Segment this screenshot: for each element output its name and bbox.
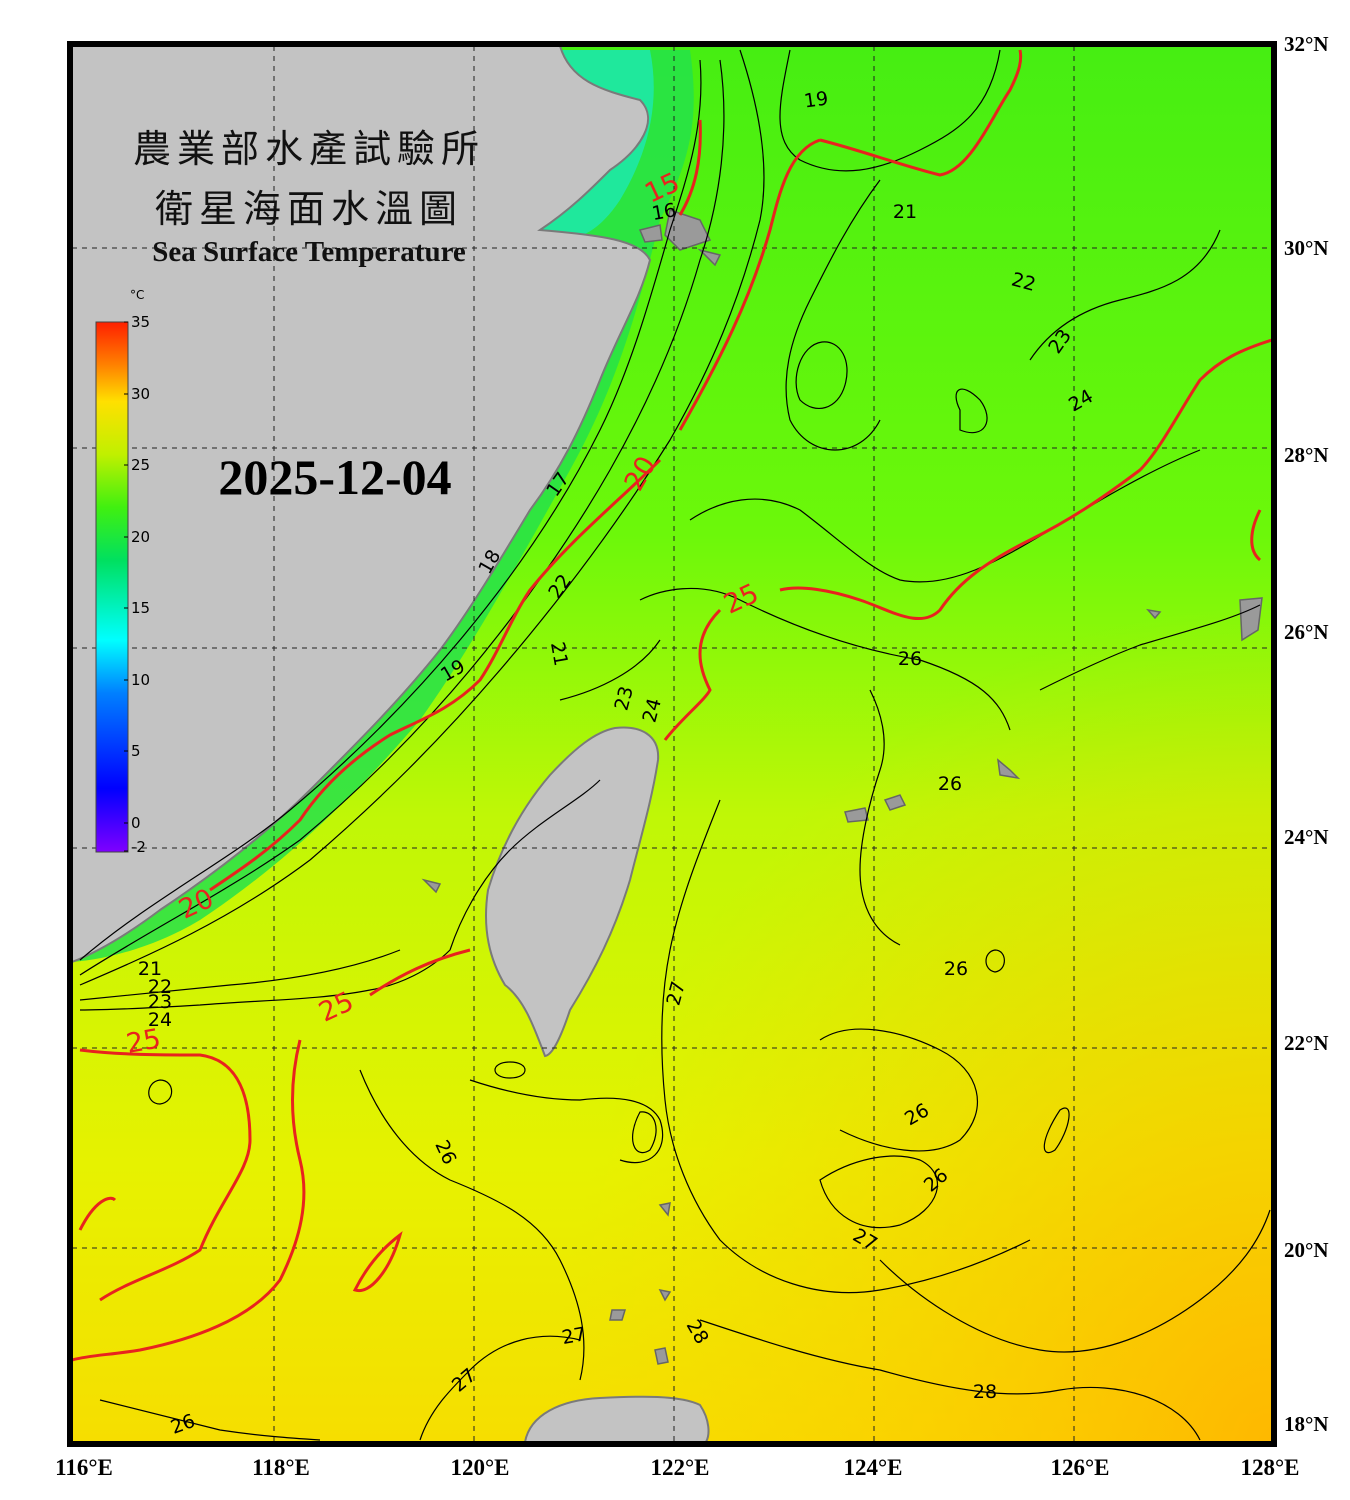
colorbar-tick: 15 xyxy=(131,599,151,617)
isotherm-label-red: 25 xyxy=(124,1023,163,1059)
lat-label: 24°N xyxy=(1284,825,1329,849)
isotherm-label: 19 xyxy=(803,87,830,112)
lat-label: 20°N xyxy=(1284,1238,1329,1262)
lon-label: 124°E xyxy=(843,1455,903,1480)
graticule xyxy=(72,46,1272,1442)
isotherm-label: 16 xyxy=(650,199,678,225)
colorbar-tick: 35 xyxy=(131,313,151,331)
lon-label: 128°E xyxy=(1240,1455,1300,1480)
lon-label: 118°E xyxy=(252,1455,310,1480)
lat-label: 28°N xyxy=(1284,443,1329,467)
lon-label: 126°E xyxy=(1050,1455,1110,1480)
land-taiwan xyxy=(485,726,660,1058)
colorbar-tick: 20 xyxy=(131,528,151,546)
colorbar-tick: -2 xyxy=(131,838,146,856)
map-frame xyxy=(67,41,1277,1447)
colorbar-tick: 5 xyxy=(131,742,141,760)
colorbar-tick: 30 xyxy=(131,385,151,403)
lon-label: 122°E xyxy=(650,1455,710,1480)
isotherm-label: 21 xyxy=(138,958,162,980)
colorbar-tick: 10 xyxy=(131,671,151,689)
land-mainland xyxy=(72,46,652,964)
title-english: Sea Surface Temperature xyxy=(152,236,466,268)
isotherm-label: 21 xyxy=(893,201,917,223)
highlight-isotherms xyxy=(72,49,1272,1362)
islands xyxy=(421,209,1263,1365)
lon-label: 116°E xyxy=(55,1455,113,1480)
title-line2: 衛星海面水溫圖 xyxy=(154,187,463,231)
map-date: 2025-12-04 xyxy=(218,449,452,505)
colorbar-unit: °C xyxy=(130,288,145,302)
lat-label: 26°N xyxy=(1284,620,1329,644)
colorbar xyxy=(95,321,129,853)
isotherm-label: 28 xyxy=(973,1381,997,1403)
isotherm-label: 27 xyxy=(560,1323,588,1349)
isotherm-label: 21 xyxy=(546,640,572,668)
lat-label: 30°N xyxy=(1284,236,1329,260)
isotherm-label: 26 xyxy=(944,958,968,980)
colorbar-tick: 25 xyxy=(131,456,151,474)
title-line1: 農業部水產試驗所 xyxy=(132,127,485,171)
isotherm-label: 26 xyxy=(898,648,922,670)
colorbar-tick: 0 xyxy=(131,814,141,832)
isotherm-label: 24 xyxy=(148,1009,172,1031)
lon-label: 120°E xyxy=(450,1455,510,1480)
isotherm-label: 26 xyxy=(938,773,962,795)
isotherm-label: 22 xyxy=(148,976,172,998)
lat-label: 18°N xyxy=(1284,1412,1329,1436)
lat-label: 32°N xyxy=(1284,32,1329,56)
isotherm-label: 23 xyxy=(148,991,172,1013)
land-luzon xyxy=(523,1395,710,1442)
lat-label: 22°N xyxy=(1284,1031,1329,1055)
